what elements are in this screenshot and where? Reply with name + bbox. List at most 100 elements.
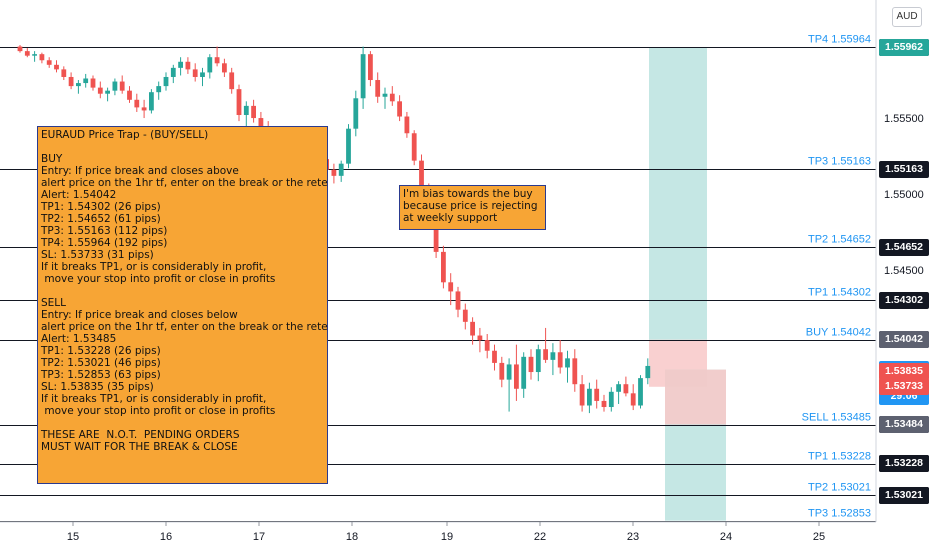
x-tick-label-1: 16 xyxy=(160,531,172,543)
candle-body-79 xyxy=(594,388,600,401)
candle-body-30 xyxy=(236,89,242,116)
candle-body-82 xyxy=(616,384,621,392)
candle-body-73 xyxy=(550,352,556,360)
candle-body-53 xyxy=(404,116,410,134)
level-label-5: SELL 1.53485 xyxy=(802,412,871,424)
candle-body-51 xyxy=(389,93,395,102)
candle-body-19 xyxy=(156,86,162,93)
candle-body-8 xyxy=(76,83,81,87)
candle-body-78 xyxy=(587,388,592,406)
candle-body-7 xyxy=(68,76,74,87)
extra-price-tag-1: 1.54042 xyxy=(879,331,929,349)
candle-body-29 xyxy=(229,72,235,90)
level-label-2: TP2 1.54652 xyxy=(808,234,871,246)
candle-body-27 xyxy=(214,57,220,64)
candle-body-25 xyxy=(200,72,205,77)
level-price-tag-1: 1.55163 xyxy=(879,160,929,178)
candle-body-80 xyxy=(601,400,607,408)
candle-body-15 xyxy=(127,90,132,100)
x-tick-label-6: 23 xyxy=(627,531,639,543)
candle-body-65 xyxy=(492,350,497,363)
candle-body-83 xyxy=(623,384,629,394)
candle-body-20 xyxy=(163,76,169,87)
stop-zone-short xyxy=(665,369,726,425)
candle-body-47 xyxy=(360,54,366,99)
extra-price-tag-4: 1.53835 xyxy=(879,362,929,380)
target-zone-long xyxy=(649,47,707,340)
candle-body-13 xyxy=(112,81,118,91)
candle-body-44 xyxy=(338,163,344,176)
candle-body-54 xyxy=(411,133,417,161)
candle-body-31 xyxy=(243,105,249,116)
level-label-6: TP1 1.53228 xyxy=(808,451,871,463)
candle-body-75 xyxy=(565,358,570,368)
level-price-tag-2: 1.54652 xyxy=(879,238,929,256)
candle-body-86 xyxy=(645,365,651,379)
trade-plan-note[interactable]: EURAUD Price Trap - (BUY/SELL) BUY Entry… xyxy=(37,126,328,484)
candle-body-81 xyxy=(608,391,614,408)
candle-body-33 xyxy=(258,118,264,128)
candle-body-3 xyxy=(39,54,45,61)
candle-body-74 xyxy=(557,352,563,368)
candle-body-57 xyxy=(433,222,439,252)
candle-body-69 xyxy=(521,356,527,389)
candle-body-59 xyxy=(448,282,454,292)
candle-body-70 xyxy=(528,356,534,373)
x-tick-label-2: 17 xyxy=(253,531,265,543)
level-label-0: TP4 1.55964 xyxy=(808,34,871,46)
candle-body-2 xyxy=(32,54,37,56)
price-axis[interactable]: 1.55500 1.55000 1.54500 xyxy=(884,113,924,277)
candle-body-28 xyxy=(222,63,227,73)
candle-body-58 xyxy=(441,251,446,283)
x-tick-label-3: 18 xyxy=(346,531,358,543)
candle-body-46 xyxy=(353,98,359,129)
extra-price-tag-0: 1.55962 xyxy=(879,39,929,57)
candle-body-26 xyxy=(207,57,213,73)
x-tick-label-8: 25 xyxy=(813,531,825,543)
candle-body-52 xyxy=(397,101,402,117)
x-tick-label-4: 19 xyxy=(441,531,453,543)
candle-body-12 xyxy=(105,90,110,94)
extra-price-tag-8: 1.53021 xyxy=(879,486,929,504)
candle-body-50 xyxy=(382,93,388,97)
level-label-1: TP3 1.55163 xyxy=(808,156,871,168)
candle-body-4 xyxy=(46,60,52,65)
candle-body-18 xyxy=(149,92,154,111)
candle-body-62 xyxy=(470,321,475,336)
position-zones xyxy=(649,47,726,521)
candle-body-84 xyxy=(630,393,636,406)
time-axis[interactable]: 15 16 17 18 19 22 23 24 25 xyxy=(67,522,825,543)
candle-body-77 xyxy=(579,384,585,406)
candle-body-85 xyxy=(638,378,643,406)
candle-body-6 xyxy=(61,69,67,77)
candle-body-49 xyxy=(375,80,381,97)
candle-body-67 xyxy=(506,364,512,380)
candle-body-76 xyxy=(572,358,578,385)
candle-body-68 xyxy=(514,364,519,389)
candle-body-66 xyxy=(499,362,505,380)
candle-body-16 xyxy=(134,99,140,108)
candle-body-72 xyxy=(543,349,548,360)
candle-body-0 xyxy=(17,46,23,52)
x-tick-label-0: 15 xyxy=(67,531,79,543)
candle-body-63 xyxy=(477,335,483,341)
candle-body-21 xyxy=(170,67,176,77)
level-label-7: TP2 1.53021 xyxy=(808,482,871,494)
candle-body-48 xyxy=(368,54,373,81)
candle-body-22 xyxy=(178,61,183,68)
candle-body-55 xyxy=(419,160,424,189)
bias-note[interactable]: I'm bias towards the buy because price i… xyxy=(399,185,546,230)
candle-body-17 xyxy=(141,107,147,111)
candle-body-9 xyxy=(83,78,89,84)
candle-body-5 xyxy=(54,64,59,70)
candle-body-45 xyxy=(346,128,351,164)
candle-body-10 xyxy=(90,78,96,88)
currency-button[interactable]: AUD xyxy=(892,7,922,27)
level-price-tag-3: 1.54302 xyxy=(879,291,929,309)
candle-body-61 xyxy=(462,309,468,322)
candle-body-23 xyxy=(185,61,191,70)
y-tick-label-2: 1.54500 xyxy=(884,265,924,277)
y-tick-label-0: 1.55500 xyxy=(884,113,924,125)
extra-price-tag-5: 1.53733 xyxy=(879,378,929,396)
candle-body-64 xyxy=(484,340,490,351)
